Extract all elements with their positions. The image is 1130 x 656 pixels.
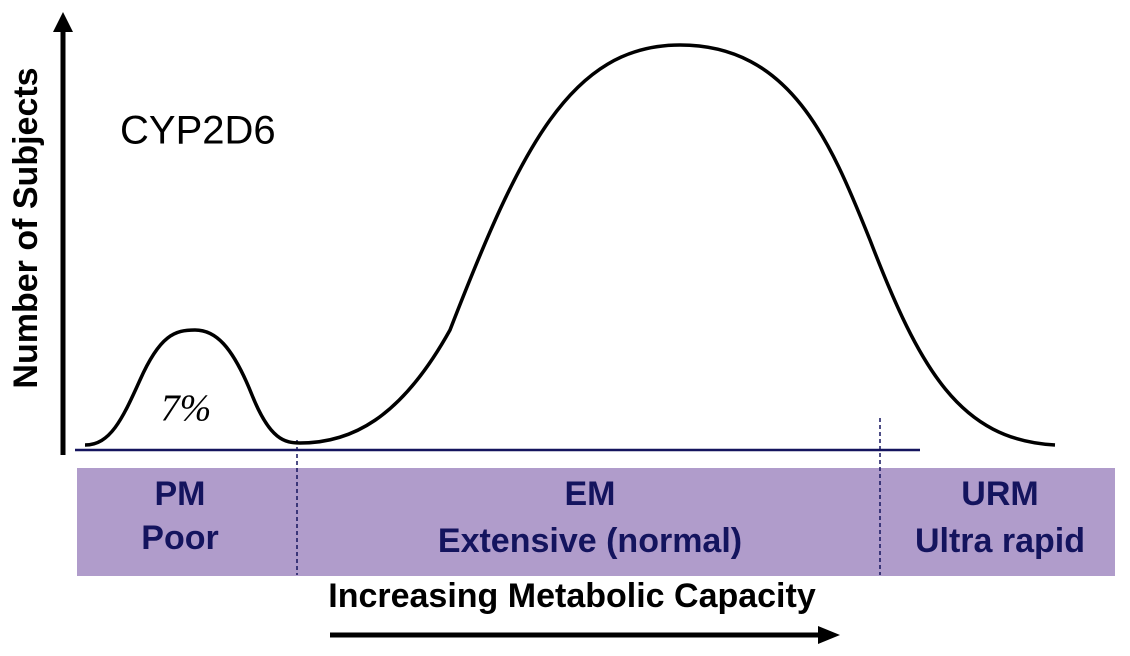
phenotype-band [77,468,1115,576]
group-code: EM [565,475,616,513]
x-arrowhead [818,626,840,644]
distribution-curve [84,43,1056,447]
y-axis-label: Number of Subjects [7,67,45,388]
group-code: PM [155,475,206,513]
y-axis-arrowhead [53,12,73,32]
title: CYP2D6 [120,109,276,153]
group-name: Ultra rapid [915,522,1085,560]
group-name: Extensive (normal) [438,522,742,560]
peak-label: 7% [161,388,212,430]
group-name: Poor [141,519,218,557]
group-code: URM [961,475,1038,513]
x-axis-label: Increasing Metabolic Capacity [328,577,816,615]
